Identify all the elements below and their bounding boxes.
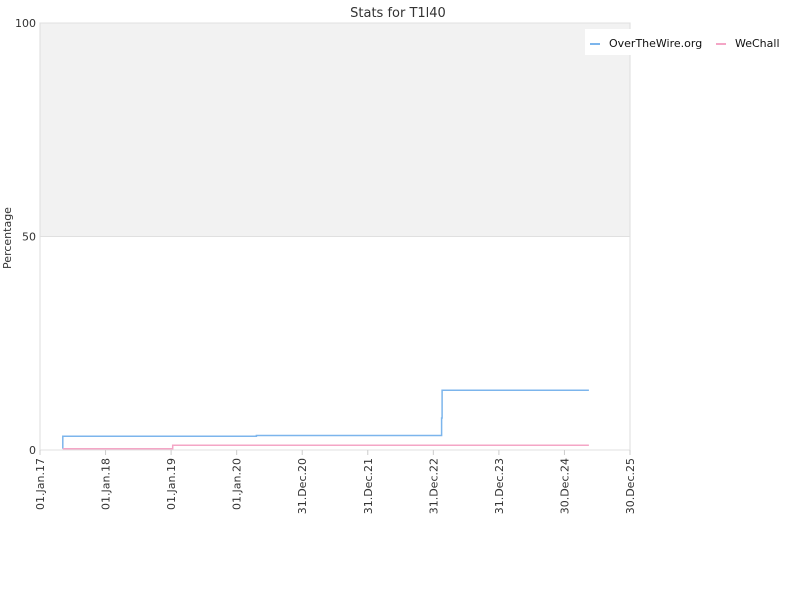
x-axis-ticks: 01.Jan.17 01.Jan.18 01.Jan.19 01.Jan.20 31.D… [34,450,637,514]
x-tick-label: 31.Dec.23 [493,458,506,514]
legend-item-label: WeChall [735,37,780,50]
chart-title: Stats for T1l40 [350,6,446,21]
upper-band [40,23,630,237]
x-tick-label: 30.Dec.24 [558,458,571,514]
series-lines [62,389,589,450]
legend-background [585,29,785,55]
y-tick-label: 50 [22,231,36,244]
legend: OverTheWire.org WeChall [585,29,785,55]
gridlines [40,22,630,451]
series-line-1 [62,444,589,450]
x-tick-label: 31.Dec.20 [296,458,309,514]
x-tick-label: 01.Jan.20 [231,458,244,510]
x-tick-label: 01.Jan.17 [34,458,47,510]
y-tick-label: 0 [29,444,36,457]
x-tick-label: 31.Dec.21 [362,458,375,514]
legend-item-label: OverTheWire.org [609,37,702,50]
x-tick-label: 01.Jan.19 [165,458,178,510]
y-axis-label: Percentage [1,207,14,269]
x-tick-label: 30.Dec.25 [624,458,637,514]
series-line-0 [62,389,589,449]
x-tick-label: 31.Dec.22 [427,458,440,514]
y-axis-ticks: 0 50 100 [15,17,36,457]
x-tick-label: 01.Jan.18 [100,458,113,510]
y-tick-label: 100 [15,17,36,30]
